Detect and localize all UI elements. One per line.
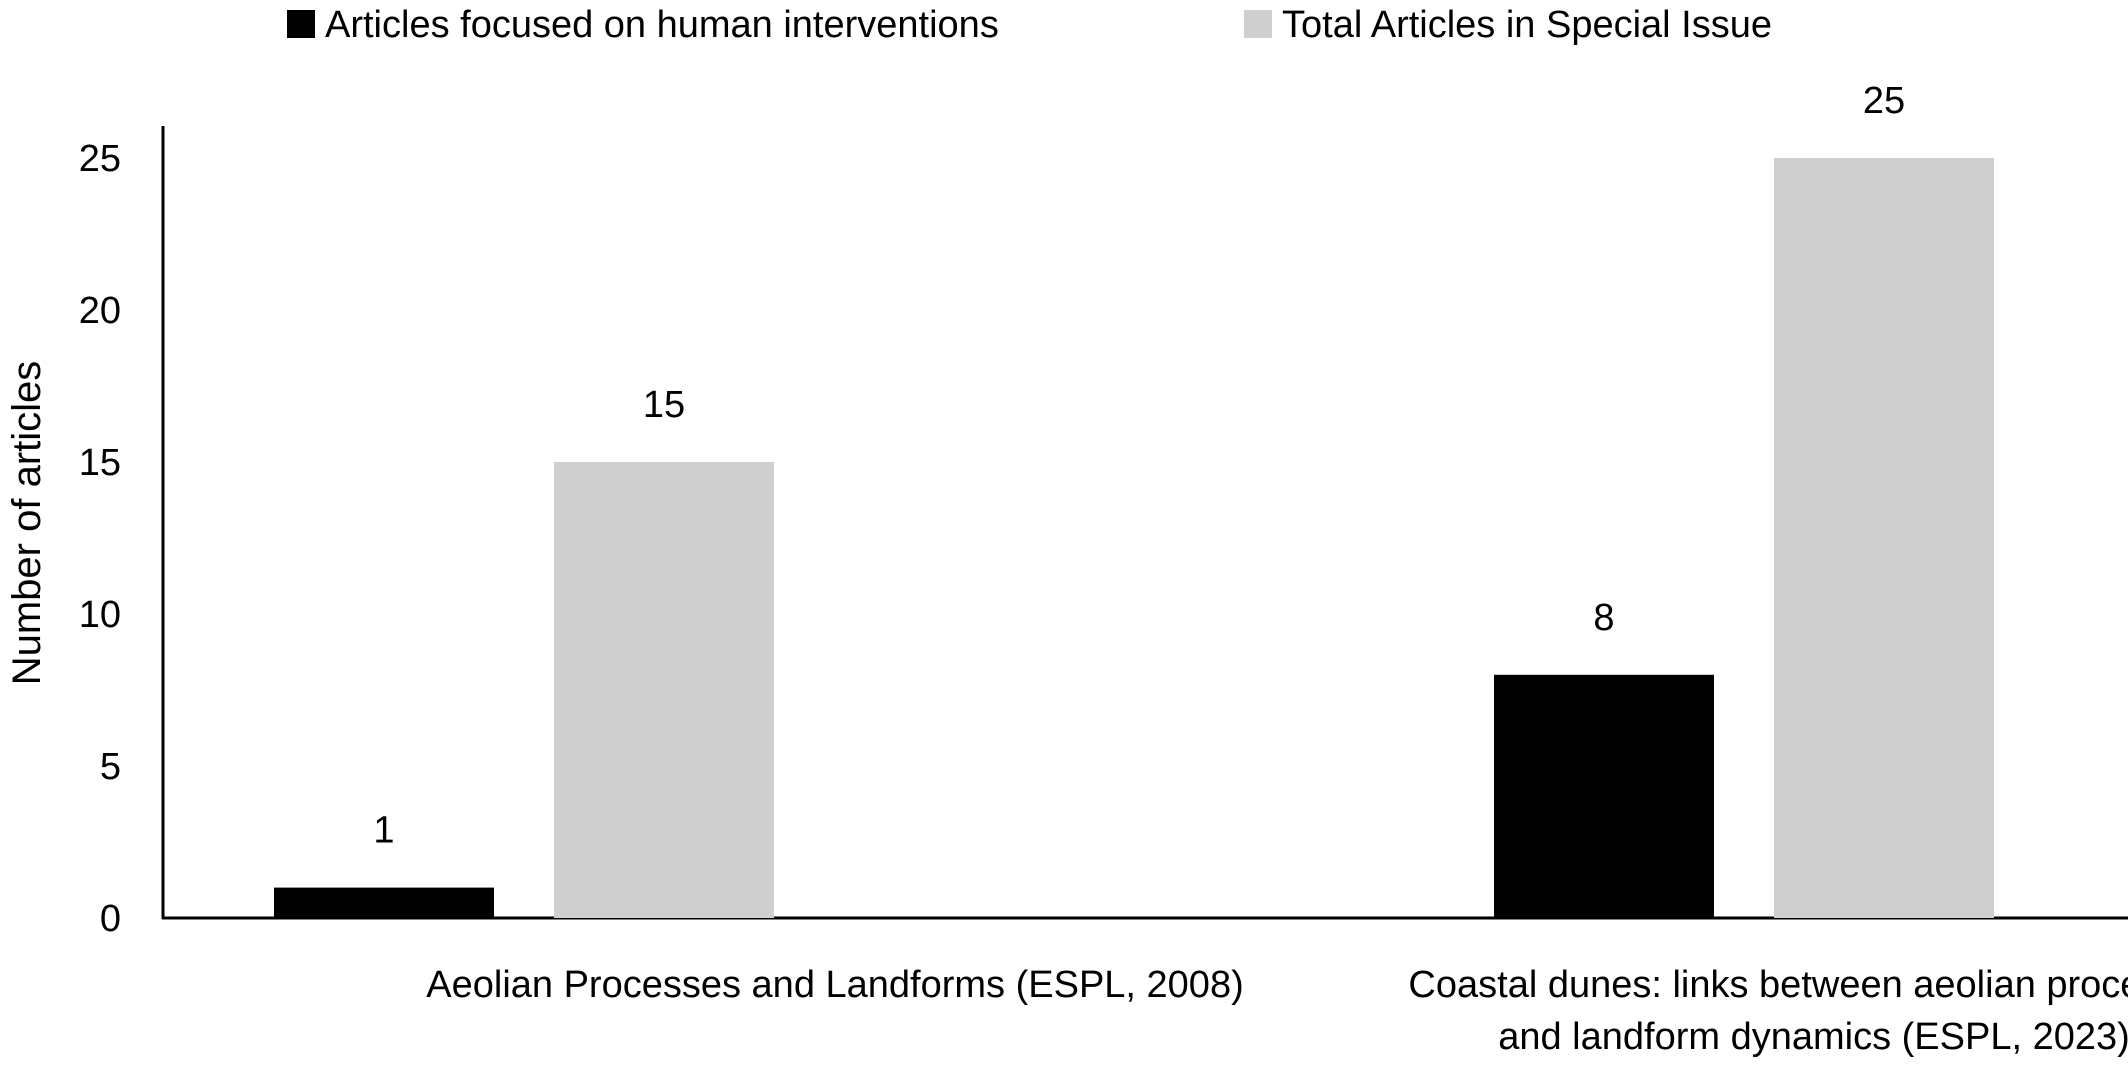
- legend: Articles focused on human interventions T…: [287, 4, 1772, 46]
- bar-value-label: 25: [1863, 80, 1905, 122]
- x-category-label-line: Coastal dunes: links between aeolian pro…: [1408, 964, 2128, 1006]
- bar-value-label: 1: [373, 810, 394, 852]
- y-tick-label: 5: [100, 746, 121, 788]
- bar: [1494, 674, 1714, 918]
- legend-swatch-total-articles: [1244, 10, 1272, 38]
- x-category-label: Coastal dunes: links between aeolian pro…: [1408, 964, 2128, 1058]
- y-tick-label: 20: [79, 290, 121, 332]
- bar: [1774, 158, 1994, 918]
- y-tick-label: 15: [79, 442, 121, 484]
- data-labels: 1 8 15 25: [373, 80, 1905, 852]
- bar-value-label: 8: [1593, 597, 1614, 639]
- y-tick-label: 25: [79, 138, 121, 180]
- y-tick-label: 10: [79, 594, 121, 636]
- bar: [274, 887, 494, 918]
- y-axis-title: Number of articles: [5, 361, 49, 686]
- x-category-label-line: Aeolian Processes and Landforms (ESPL, 2…: [426, 964, 1243, 1006]
- legend-label-human-interventions: Articles focused on human interventions: [325, 4, 999, 46]
- legend-swatch-human-interventions: [287, 10, 315, 38]
- axes: 0 5 10 15 20 25 Number of articles Aeolian Proc…: [5, 126, 2128, 1058]
- bars: [274, 158, 1994, 918]
- bar-value-label: 15: [643, 384, 685, 426]
- bar: [554, 462, 774, 918]
- y-tick-label: 0: [100, 898, 121, 940]
- legend-label-total-articles: Total Articles in Special Issue: [1282, 4, 1772, 46]
- x-category-label: Aeolian Processes and Landforms (ESPL, 2…: [426, 964, 1243, 1006]
- x-category-label-line: and landform dynamics (ESPL, 2023): [1498, 1016, 2128, 1058]
